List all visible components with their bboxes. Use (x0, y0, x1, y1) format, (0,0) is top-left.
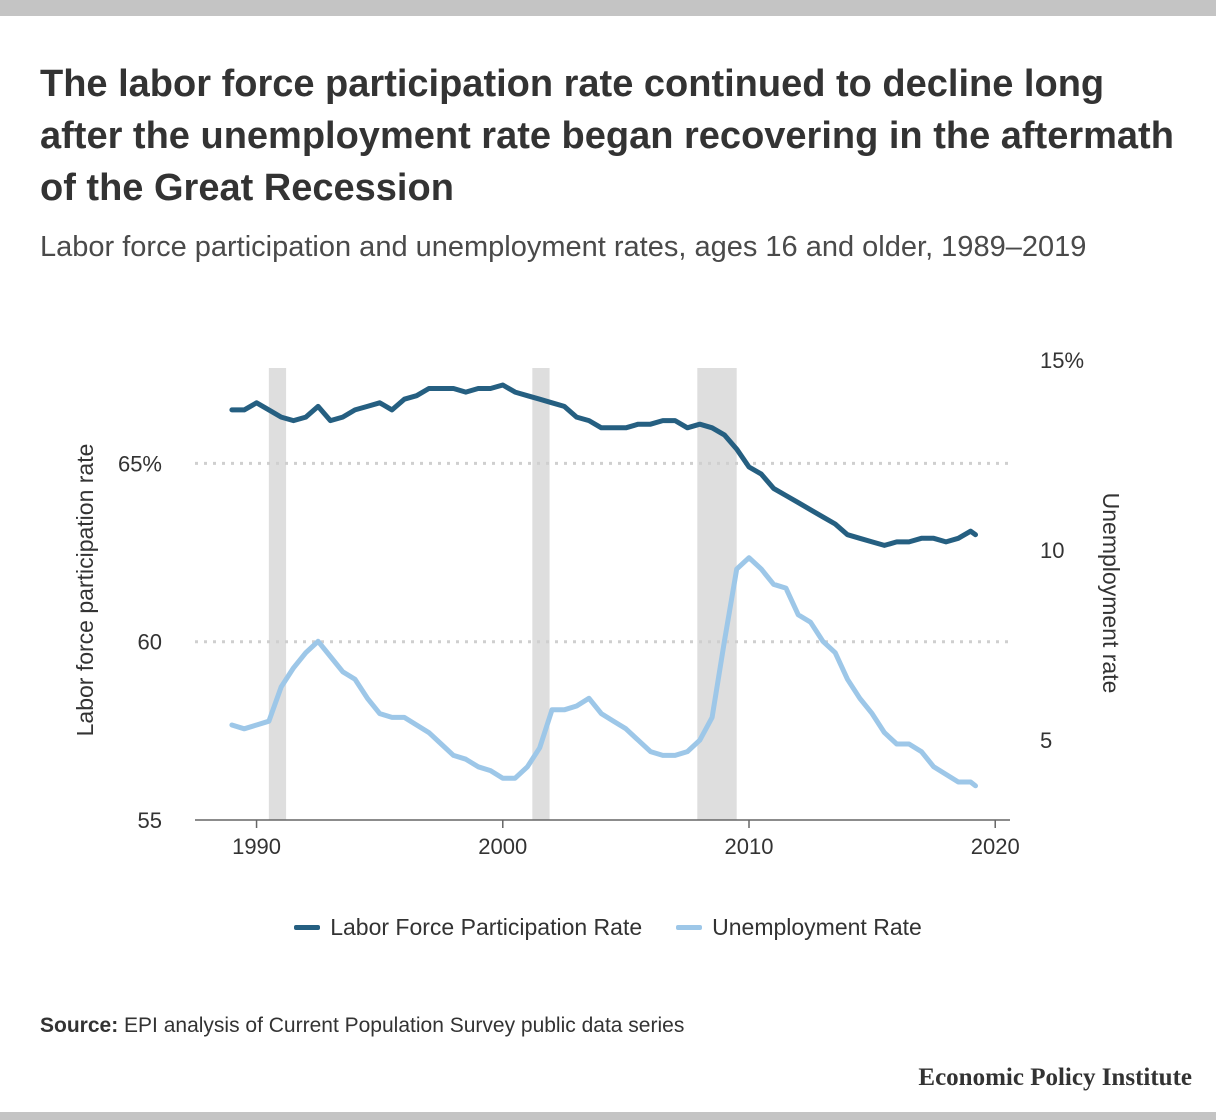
legend-swatch-unemployment (676, 925, 703, 930)
gridlines (195, 461, 1010, 644)
x-tick-label-2020: 2020 (971, 834, 1020, 859)
brand-logo-text: Economic Policy Institute (918, 1064, 1192, 1091)
legend-item-unemployment: Unemployment Rate (676, 914, 922, 941)
legend-label-participation: Labor Force Participation Rate (330, 914, 643, 940)
legend-item-participation: Labor Force Participation Rate (294, 914, 642, 941)
series-line-participation (229, 382, 978, 548)
x-tick-label-2000: 2000 (478, 834, 527, 859)
y-right-tick-label-5: 5 (1040, 728, 1052, 753)
source-text: EPI analysis of Current Population Surve… (124, 1014, 685, 1037)
source-note: Source: EPI analysis of Current Populati… (40, 1014, 684, 1038)
recession-bands (268, 368, 737, 820)
chart-area: 1990 2000 2010 2020 55 60 65% 5 10 15% Labor forc… (72, 348, 1124, 859)
top-border (0, 0, 1216, 16)
recession-band-1 (268, 368, 287, 820)
y-axis-left-title: Labor force participation rate (72, 444, 98, 737)
series-line-unemployment (229, 555, 978, 789)
legend: Labor Force Participation Rate Unemploym… (0, 914, 1216, 941)
legend-swatch-participation (294, 925, 321, 930)
y-left-tick-label-60: 60 (138, 630, 162, 655)
recession-band-2 (532, 368, 550, 820)
source-label: Source: (40, 1014, 119, 1037)
x-tick-label-1990: 1990 (232, 834, 281, 859)
x-tick-label-2010: 2010 (725, 834, 774, 859)
y-left-tick-label-55: 55 (138, 808, 162, 833)
y-axis-right-title: Unemployment rate (1098, 493, 1124, 694)
y-left-tick-label-65: 65% (118, 451, 162, 476)
axes: 1990 2000 2010 2020 55 60 65% 5 10 15% (118, 348, 1084, 859)
chart-subtitle: Labor force participation and unemployme… (40, 231, 1087, 263)
chart-title: The labor force participation rate conti… (40, 63, 1174, 209)
y-right-tick-label-15: 15% (1040, 348, 1084, 373)
series-lines (229, 382, 978, 789)
bottom-border (0, 1112, 1216, 1120)
legend-label-unemployment: Unemployment Rate (712, 914, 922, 940)
y-right-tick-label-10: 10 (1040, 538, 1064, 563)
